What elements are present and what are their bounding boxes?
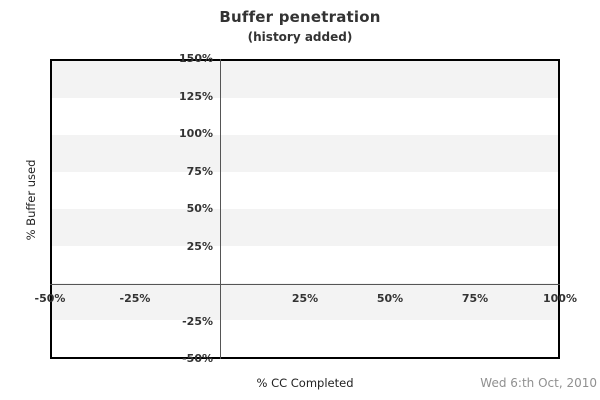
- y-axis-title: % Buffer used: [24, 159, 38, 241]
- chart-title: Buffer penetration: [219, 8, 381, 26]
- grid-band: [52, 98, 558, 135]
- grid-bands: [52, 61, 558, 357]
- grid-band: [52, 283, 558, 320]
- grid-band: [52, 209, 558, 246]
- x-axis-title: % CC Completed: [256, 376, 354, 390]
- grid-band: [52, 320, 558, 357]
- chart-subtitle: (history added): [247, 30, 353, 44]
- grid-band: [52, 61, 558, 98]
- grid-band: [52, 135, 558, 172]
- plot-area: [50, 59, 560, 359]
- date-label: Wed 6:th Oct, 2010: [480, 376, 597, 390]
- grid-band: [52, 246, 558, 283]
- grid-band: [52, 172, 558, 209]
